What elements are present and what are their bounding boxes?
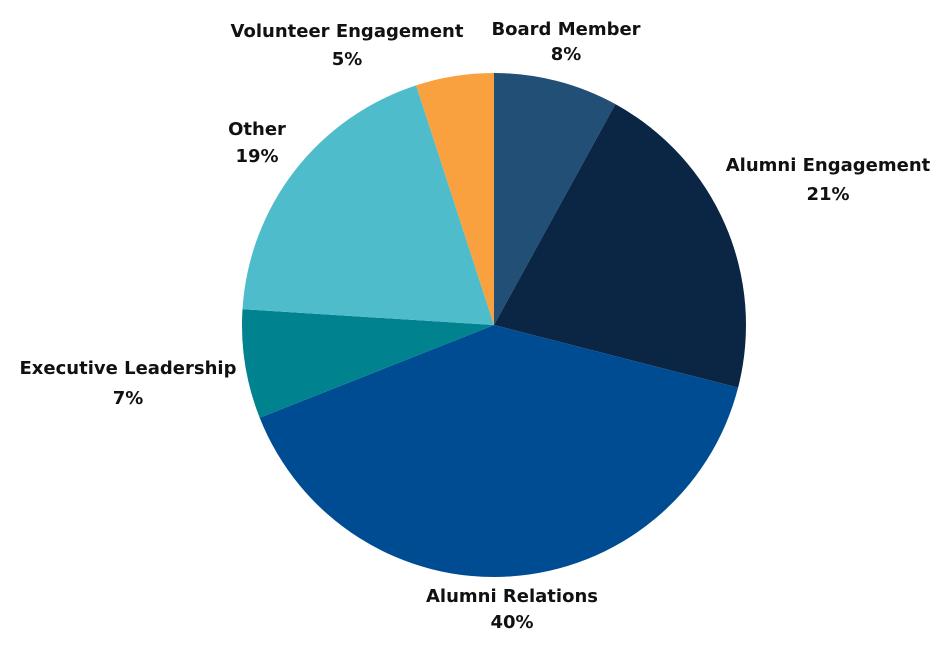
value-label: 19% (235, 146, 278, 167)
value-label: 7% (113, 388, 144, 409)
slice-label: Alumni Relations (426, 586, 598, 607)
value-label: 8% (551, 44, 582, 65)
slice-label: Other (228, 119, 286, 140)
value-label: 40% (490, 612, 533, 633)
pie-slice (416, 73, 494, 325)
pie-slice (242, 85, 494, 325)
pie-slice (242, 309, 494, 418)
value-label: 21% (806, 184, 849, 205)
pie-slice (259, 325, 739, 578)
slice-label: Executive Leadership (20, 358, 237, 379)
slice-label: Volunteer Engagement (231, 21, 464, 42)
value-label: 5% (332, 49, 363, 70)
pie-slice (494, 104, 746, 388)
slice-label: Board Member (491, 19, 640, 40)
slice-label: Alumni Engagement (726, 155, 931, 176)
pie-slice (494, 73, 616, 325)
